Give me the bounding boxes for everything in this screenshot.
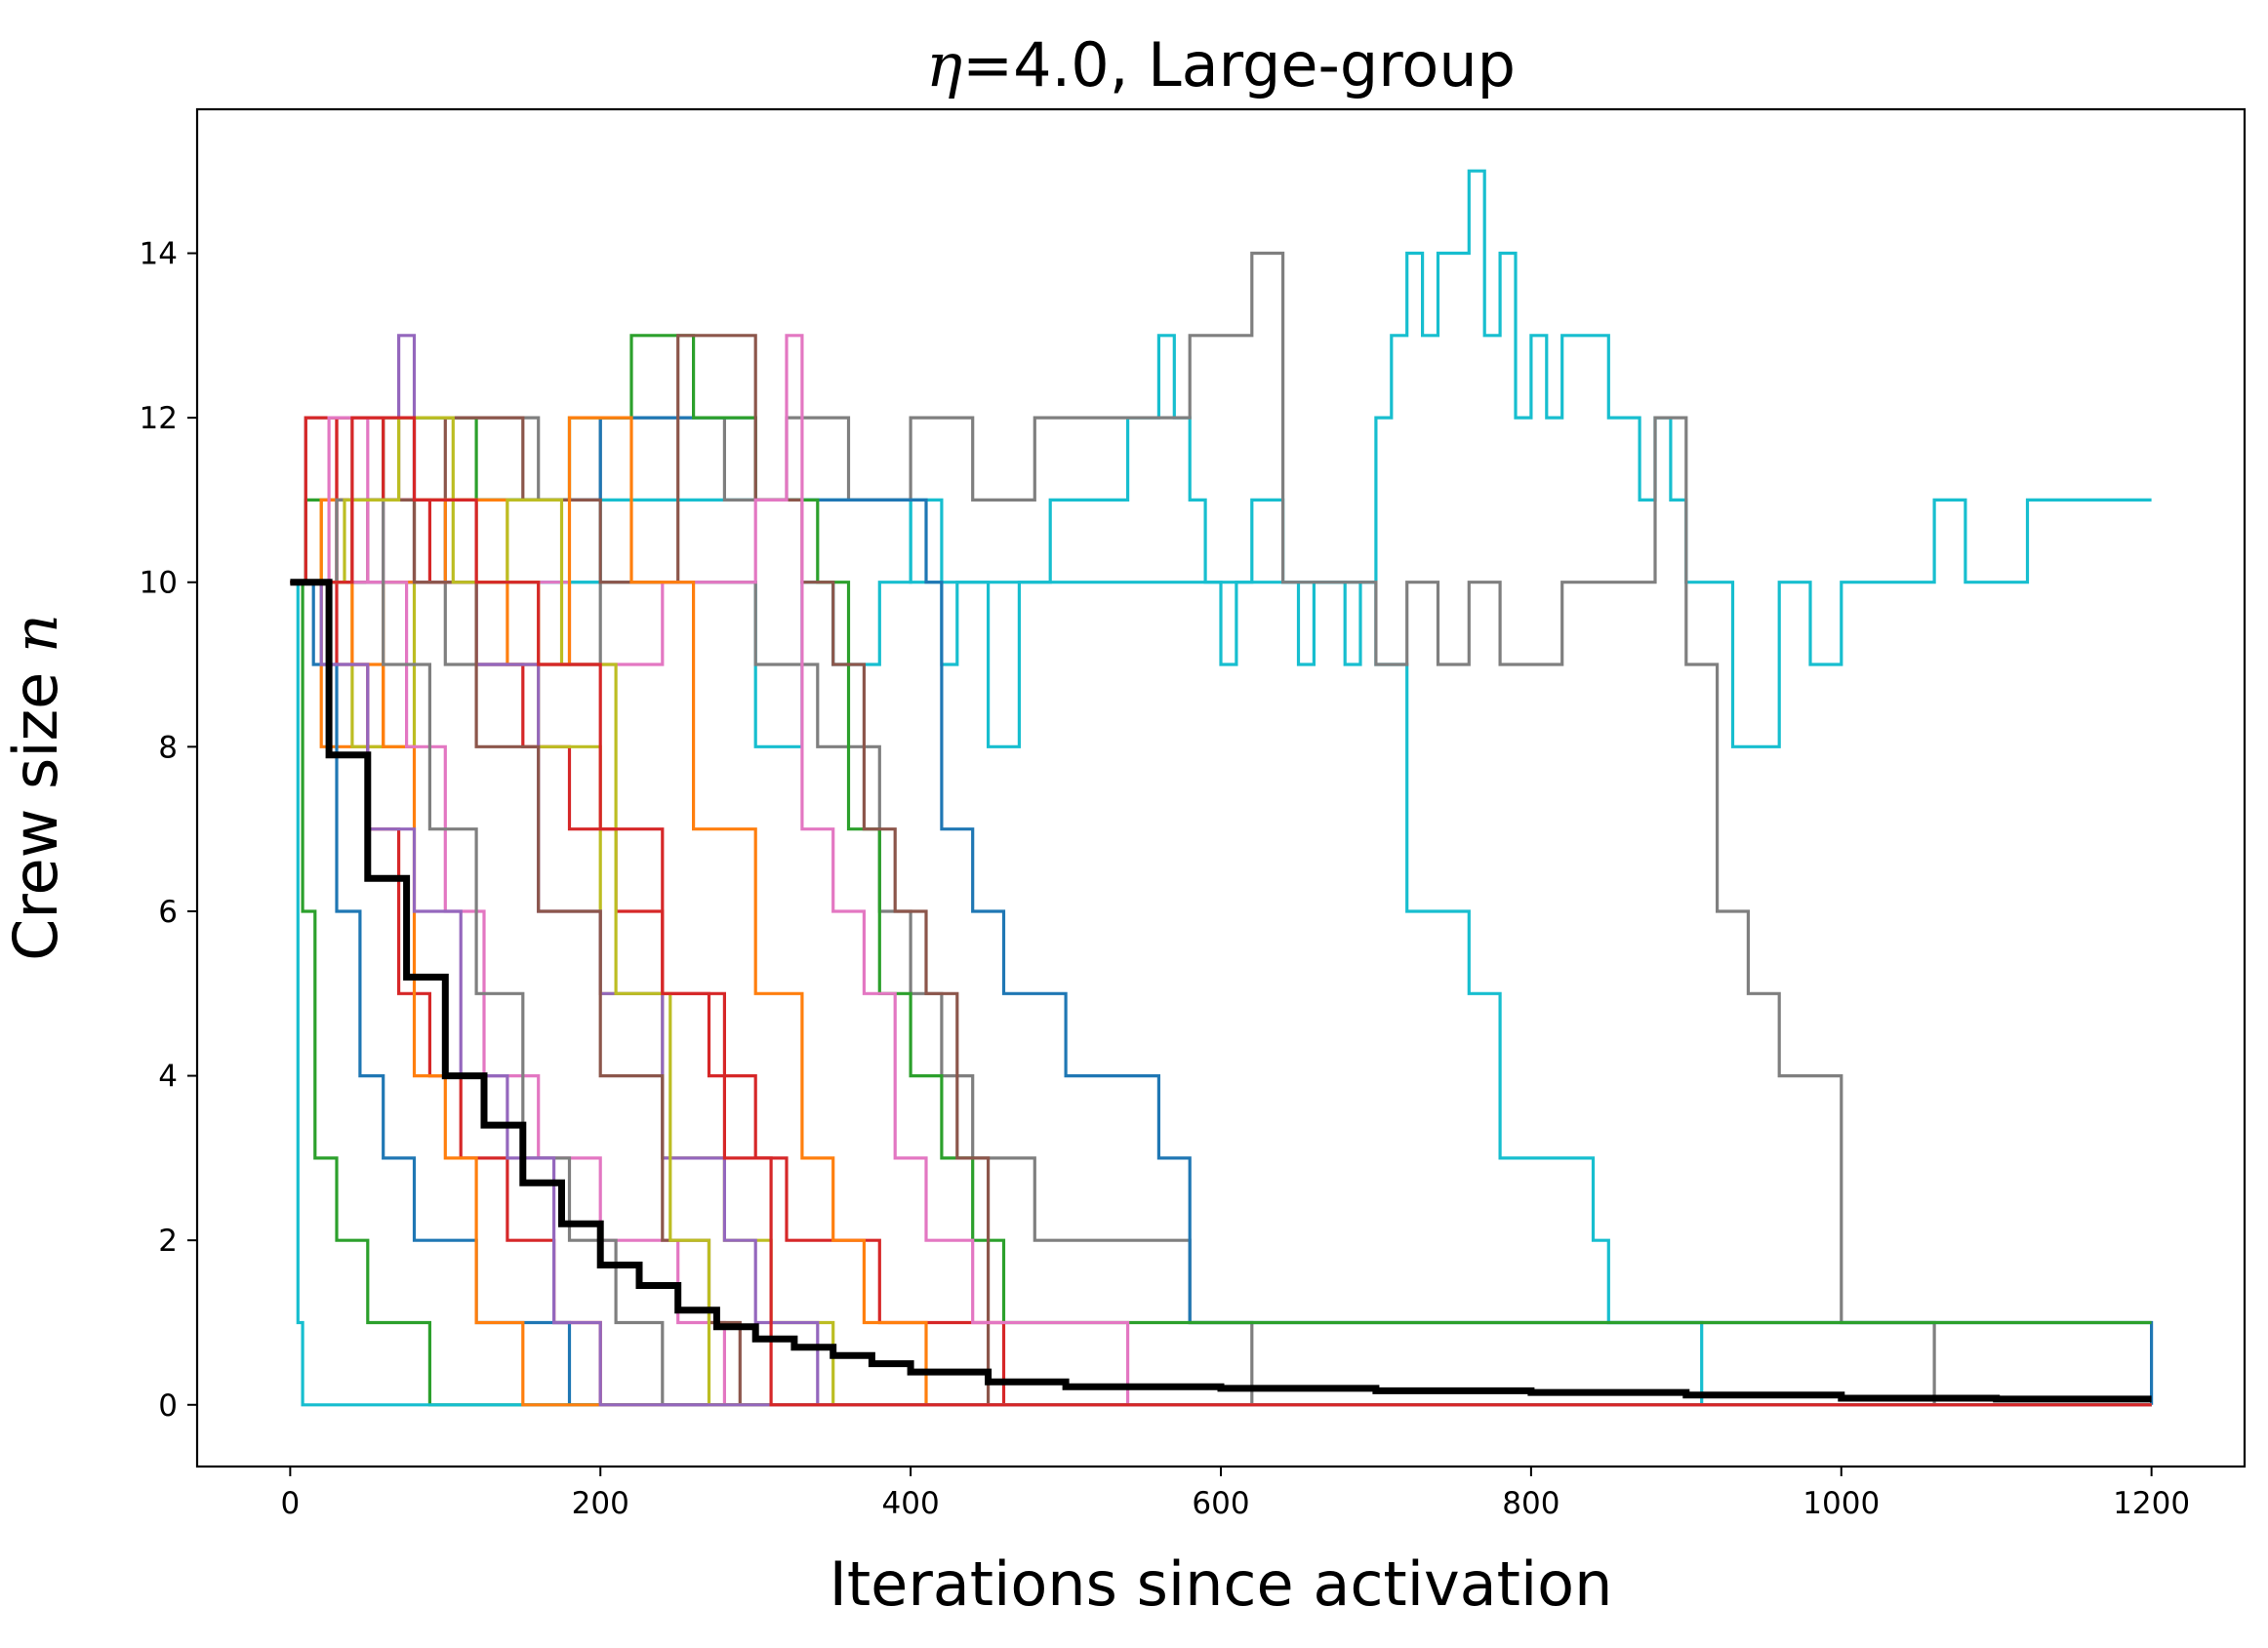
y-tick-label: 2	[158, 1224, 178, 1259]
title-equals: =	[962, 29, 1013, 100]
chart-title: η=4.0, Large-group	[926, 29, 1516, 100]
y-axis: 0 2 4 6 8 10 12 14	[140, 237, 197, 1424]
x-tick-label: 400	[882, 1486, 940, 1521]
series-line-21	[290, 416, 2152, 1407]
y-axis-label: Crew size n	[0, 614, 71, 961]
y-tick-label: 8	[158, 730, 178, 765]
series-line-1	[290, 169, 2152, 748]
mean-series-line	[290, 579, 2152, 1403]
x-tick-label: 200	[572, 1486, 629, 1521]
x-tick-label: 1200	[2113, 1486, 2190, 1521]
title-rest: , Large-group	[1110, 29, 1516, 100]
y-axis-label-text: Crew size	[0, 653, 71, 961]
y-axis-label-symbol: n	[0, 614, 71, 653]
series-line-22	[290, 581, 2152, 1407]
x-axis: 0 200 400 600 800 1000 1200	[280, 1467, 2190, 1521]
x-tick-label: 0	[280, 1486, 300, 1521]
x-tick-label: 1000	[1802, 1486, 1880, 1521]
x-tick-label: 600	[1192, 1486, 1249, 1521]
y-tick-label: 0	[158, 1388, 178, 1424]
series-layer	[290, 169, 2154, 1407]
y-tick-label: 12	[140, 401, 178, 436]
x-tick-label: 800	[1502, 1486, 1559, 1521]
title-symbol: η	[926, 29, 962, 100]
title-value: 4.0	[1013, 29, 1110, 100]
y-tick-label: 14	[140, 237, 178, 272]
y-tick-label: 4	[158, 1060, 178, 1095]
series-line-15	[290, 581, 2152, 1407]
x-axis-label: Iterations since activation	[830, 1548, 1613, 1620]
series-line-23	[290, 416, 2152, 1407]
y-tick-label: 6	[158, 895, 178, 930]
y-tick-label: 10	[140, 566, 178, 601]
